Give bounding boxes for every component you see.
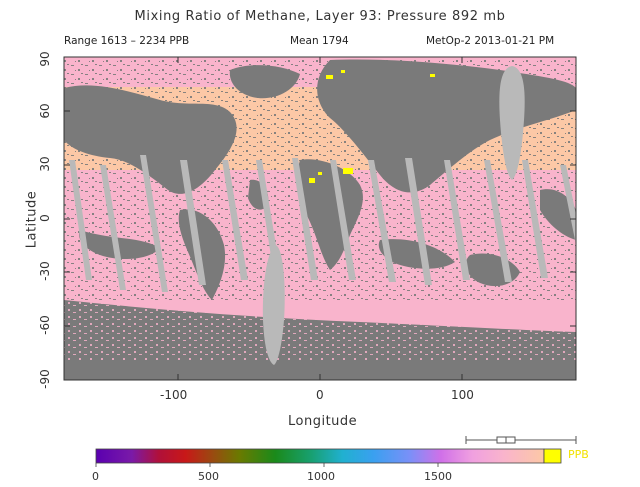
map-area: [64, 57, 576, 380]
range-boxplot: [465, 436, 577, 444]
y-tick: -30: [38, 261, 52, 281]
x-tick: 100: [451, 388, 474, 402]
range-text: Range 1613 – 2234 PPB: [64, 35, 190, 47]
colorbar-ticks: [95, 463, 439, 467]
colorbar: [95, 448, 545, 464]
y-tick: 0: [38, 214, 52, 222]
colorbar-tick: 0: [92, 470, 99, 483]
mean-text: Mean 1794: [290, 35, 349, 47]
colorbar-tick: 1500: [424, 470, 452, 483]
colorbar-tick: 500: [198, 470, 219, 483]
x-tick: -100: [160, 388, 188, 402]
y-tick: 30: [38, 156, 52, 172]
y-tick: 60: [38, 103, 52, 119]
orbit-gaps: [69, 66, 576, 365]
data-speckle: [64, 57, 576, 302]
y-tick: 90: [38, 51, 52, 67]
colorbar-tick: 1000: [307, 470, 335, 483]
max-value-spots: [309, 70, 435, 183]
colorbar-max-swatch: [543, 448, 562, 464]
x-axis-label: Longitude: [288, 414, 358, 429]
axis-ticks: [64, 56, 576, 381]
chart-title: Mixing Ratio of Methane, Layer 93: Press…: [134, 9, 506, 24]
source-text: MetOp-2 2013-01-21 PM: [426, 35, 555, 47]
y-tick: -90: [38, 369, 52, 389]
colorbar-unit: PPB: [568, 448, 589, 461]
y-axis-label: Latitude: [24, 190, 40, 249]
y-tick: -60: [38, 315, 52, 335]
x-tick: 0: [316, 388, 324, 402]
southern-speckle: [64, 300, 576, 360]
